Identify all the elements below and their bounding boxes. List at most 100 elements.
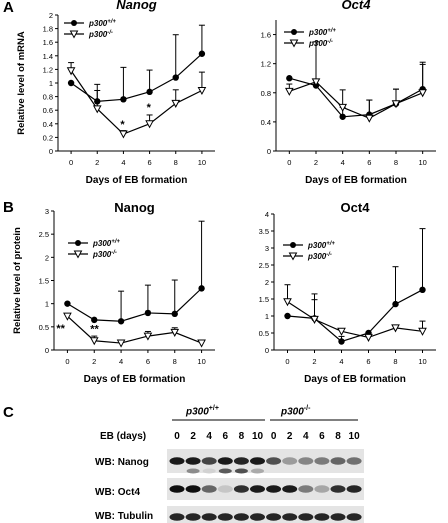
y-tick-label: 0.4 bbox=[43, 120, 53, 129]
chart-title: Nanog bbox=[116, 0, 157, 12]
blot-row-label-nanog: WB: Nanog bbox=[95, 457, 149, 468]
panel-letter-a: A bbox=[3, 0, 14, 16]
series-line bbox=[70, 70, 203, 135]
blot-band bbox=[233, 513, 249, 521]
y-axis-label: Relative level of mRNA bbox=[16, 31, 27, 135]
x-tick-label: 8 bbox=[393, 357, 397, 366]
x-axis-label: Days of EB formation bbox=[305, 175, 407, 186]
data-point-ko bbox=[391, 100, 401, 109]
series-line bbox=[70, 53, 203, 102]
y-tick-label: 2.5 bbox=[259, 261, 269, 270]
blot-band bbox=[185, 513, 201, 521]
eb-days-label: EB (days) bbox=[100, 431, 147, 442]
y-tick-label: 1 bbox=[49, 79, 53, 88]
blot-band bbox=[298, 457, 314, 465]
blot-lane-day: 4 bbox=[303, 431, 309, 442]
y-tick-label: 2.5 bbox=[39, 230, 49, 239]
x-tick-label: 6 bbox=[367, 158, 371, 167]
data-point-wt bbox=[286, 75, 293, 82]
data-point-wt bbox=[198, 285, 205, 292]
legend-marker-wt bbox=[71, 20, 77, 26]
data-point-ko bbox=[310, 315, 319, 324]
data-point-wt bbox=[144, 309, 152, 317]
data-point-wt bbox=[91, 316, 98, 324]
data-point-ko bbox=[143, 332, 153, 341]
blot-band bbox=[330, 485, 346, 493]
y-tick-label: 3 bbox=[45, 207, 49, 216]
x-tick-label: 0 bbox=[65, 357, 69, 366]
x-tick-label: 2 bbox=[95, 158, 99, 167]
data-point-ko bbox=[311, 78, 321, 87]
chart-title: Oct4 bbox=[341, 200, 371, 215]
blot-band bbox=[266, 513, 282, 521]
y-tick-label: 1.2 bbox=[43, 65, 53, 74]
y-tick-label: 0.8 bbox=[43, 93, 53, 102]
x-tick-label: 10 bbox=[198, 158, 206, 167]
blot-band bbox=[266, 485, 282, 493]
chart-1: Nanog 0 0.2 0.4 0.6 0.8 1 1.2 1.4 1.6 1.8 2 0 2 4 6 8 10 D… bbox=[16, 0, 215, 186]
legend-marker-ko bbox=[288, 252, 298, 261]
x-tick-label: 2 bbox=[312, 357, 316, 366]
blot-band bbox=[169, 485, 185, 493]
blot-band bbox=[217, 485, 233, 493]
significance-mark: * bbox=[120, 119, 125, 131]
series-line bbox=[287, 289, 423, 343]
x-tick-label: 4 bbox=[121, 158, 125, 167]
y-tick-label: 0.2 bbox=[43, 133, 53, 142]
blot-band bbox=[233, 485, 249, 493]
x-axis-label: Days of EB formation bbox=[304, 374, 406, 385]
legend-label: p300+/+ bbox=[308, 28, 336, 37]
blot-band bbox=[169, 457, 185, 465]
data-point-ko bbox=[284, 87, 294, 96]
y-tick-label: 1 bbox=[265, 312, 269, 321]
panel-letter-c: C bbox=[3, 404, 14, 421]
blot-band bbox=[346, 513, 362, 521]
data-point-wt bbox=[117, 318, 125, 325]
blot-band bbox=[330, 457, 346, 465]
significance-mark: ** bbox=[56, 323, 65, 335]
data-point-ko bbox=[63, 312, 72, 321]
y-tick-label: 2 bbox=[45, 253, 49, 262]
legend-label: p300+/+ bbox=[92, 239, 120, 248]
x-tick-label: 6 bbox=[366, 357, 370, 366]
series-line bbox=[289, 81, 423, 119]
chart-title: Oct4 bbox=[342, 0, 372, 12]
data-point-wt bbox=[171, 310, 178, 318]
blot-graphics: 0 2 4 6 8 10 0 2 4 6 8 10 bbox=[167, 419, 364, 523]
data-point-wt bbox=[146, 88, 153, 96]
blot-band bbox=[217, 457, 233, 465]
blot-band bbox=[330, 513, 346, 521]
x-tick-label: 6 bbox=[146, 357, 150, 366]
chart-2: Oct4 0 0.4 0.8 1.2 1.6 0 2 4 6 8 10 Days of EB forma… bbox=[261, 0, 436, 186]
legend-marker-wt bbox=[290, 242, 296, 248]
blot-band-lower bbox=[186, 468, 200, 474]
legend-marker-ko bbox=[289, 39, 299, 48]
y-tick-label: 4 bbox=[265, 210, 269, 219]
data-point-wt bbox=[284, 312, 291, 320]
blot-group-wt-label: p300+/+ bbox=[186, 405, 219, 418]
data-point-ko bbox=[197, 339, 206, 348]
blot-band-lower bbox=[251, 468, 264, 474]
blot-lane-day: 2 bbox=[287, 431, 293, 442]
series-line bbox=[67, 287, 202, 322]
data-point-wt bbox=[419, 286, 426, 294]
data-point-ko bbox=[364, 333, 373, 342]
y-tick-label: 1.5 bbox=[259, 295, 269, 304]
y-tick-label: 0 bbox=[49, 147, 53, 156]
series-line bbox=[287, 301, 423, 339]
significance-mark: ** bbox=[90, 324, 99, 336]
x-tick-label: 4 bbox=[341, 158, 345, 167]
data-point-wt bbox=[172, 74, 179, 81]
y-tick-label: 0.5 bbox=[259, 329, 269, 338]
y-tick-label: 0 bbox=[267, 147, 271, 156]
blot-band bbox=[201, 485, 217, 493]
x-tick-label: 8 bbox=[173, 357, 177, 366]
data-point-wt bbox=[338, 338, 345, 345]
legend-label: p300-/- bbox=[92, 250, 117, 259]
legend-label: p300-/- bbox=[307, 252, 332, 261]
x-tick-label: 10 bbox=[418, 357, 426, 366]
blot-band bbox=[217, 513, 233, 521]
blot-band bbox=[185, 485, 201, 493]
y-tick-label: 1.5 bbox=[39, 277, 49, 286]
